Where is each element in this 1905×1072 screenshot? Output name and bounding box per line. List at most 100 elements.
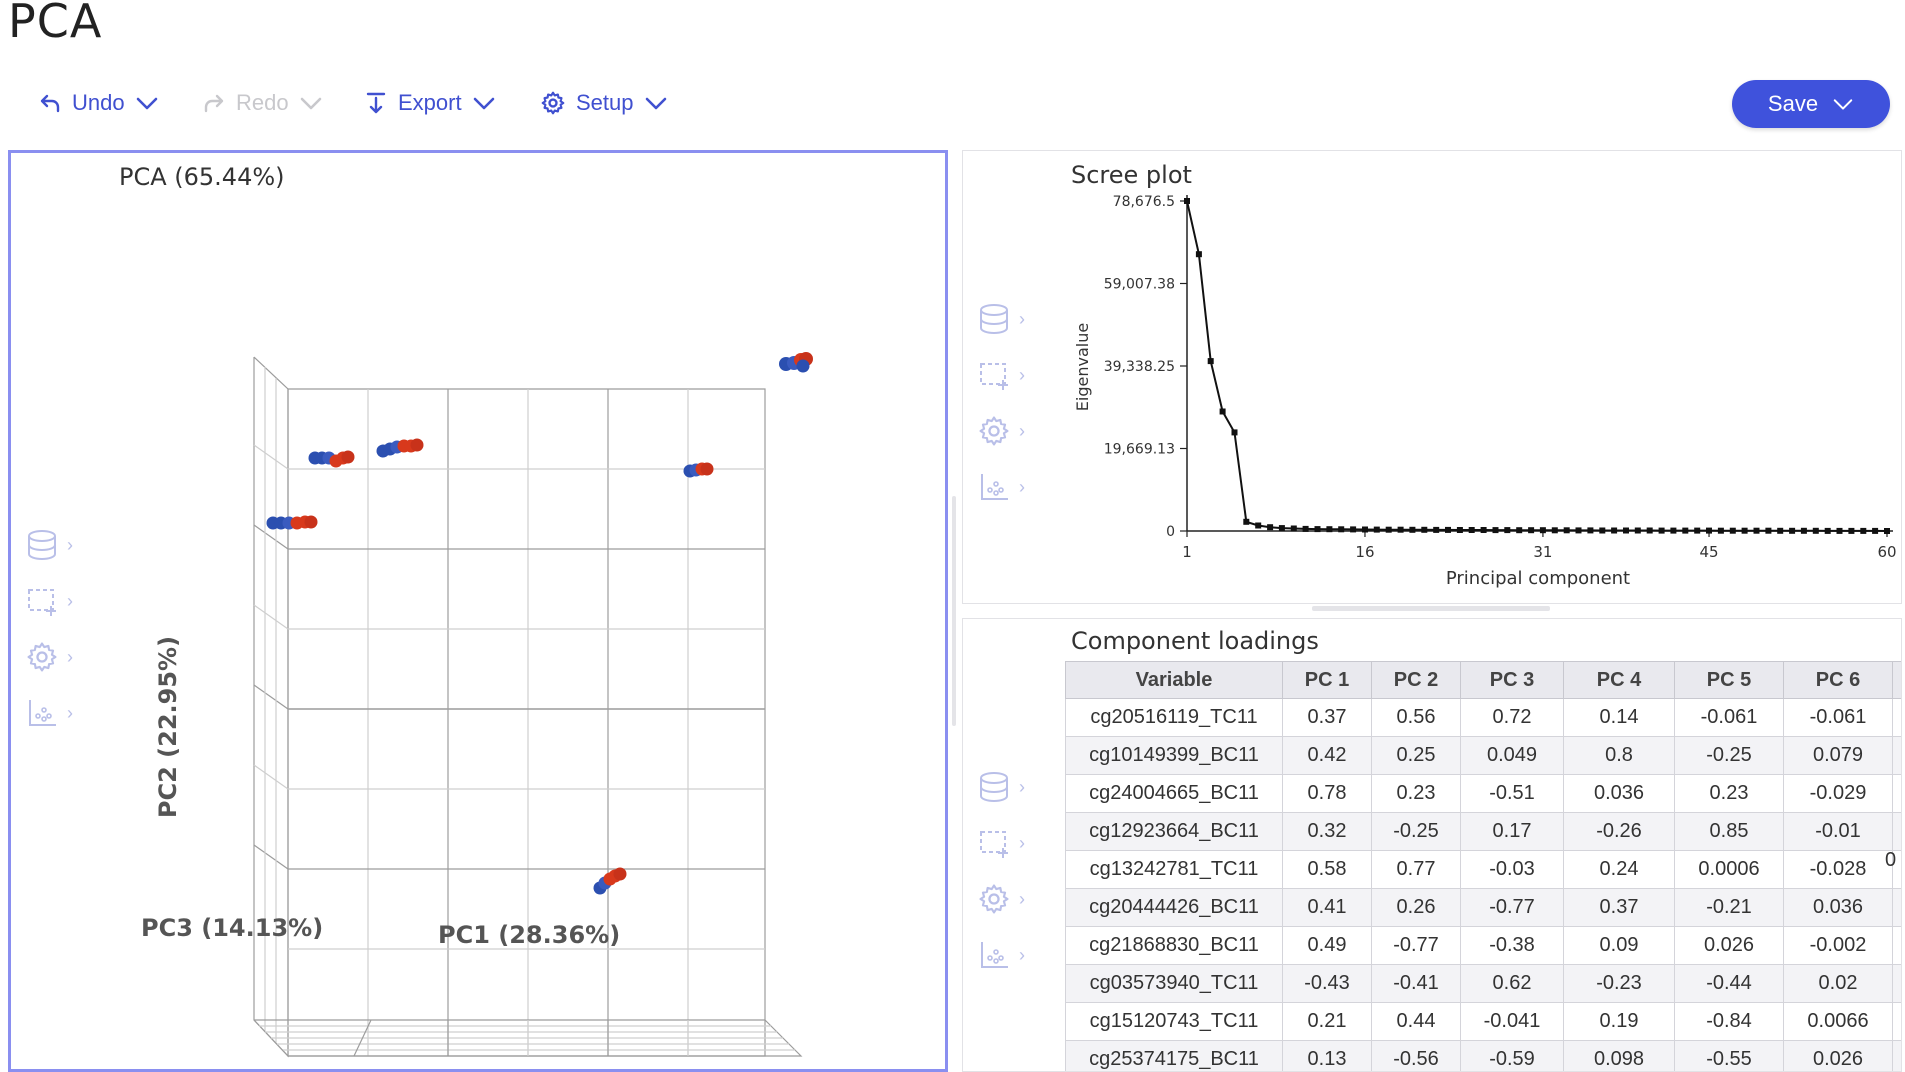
scree-point[interactable] <box>1397 526 1404 533</box>
undo-button[interactable]: Undo <box>38 86 159 120</box>
scree-point[interactable] <box>1563 527 1570 534</box>
scree-point[interactable] <box>1421 526 1428 533</box>
export-button[interactable]: Export <box>364 86 496 120</box>
scree-point[interactable] <box>1302 525 1309 532</box>
plot-type-tool[interactable]: › <box>25 685 85 741</box>
column-header[interactable]: PC 6 <box>1783 661 1893 699</box>
redo-button[interactable]: Redo <box>202 86 323 120</box>
table-row[interactable]: cg03573940_TC11 -0.43 -0.41 0.62 -0.23 -0.44 0… <box>1065 964 1901 1003</box>
table-row[interactable]: cg20516119_TC11 0.37 0.56 0.72 0.14 -0.061 -0.… <box>1065 698 1901 737</box>
table-row[interactable]: cg21868830_BC11 0.49 -0.77 -0.38 0.09 0.026 -0… <box>1065 926 1901 965</box>
scree-point[interactable] <box>1634 527 1641 534</box>
scree-point[interactable] <box>1575 527 1582 534</box>
scree-point[interactable] <box>1670 527 1677 534</box>
scree-point[interactable] <box>1587 527 1594 534</box>
scree-point[interactable] <box>1492 527 1499 534</box>
scree-point[interactable] <box>1551 527 1558 534</box>
table-row[interactable]: cg25374175_BC11 0.13 -0.56 -0.59 0.098 -0.55 0… <box>1065 1040 1901 1071</box>
selection-tool[interactable]: › <box>977 815 1037 871</box>
scree-point[interactable] <box>1646 527 1653 534</box>
scree-point[interactable] <box>1682 527 1689 534</box>
scree-point[interactable] <box>1267 524 1274 531</box>
scree-point[interactable] <box>1694 527 1701 534</box>
scree-point[interactable] <box>1231 429 1238 436</box>
scree-point[interactable] <box>1729 527 1736 534</box>
scree-point[interactable] <box>1456 527 1463 533</box>
scree-point[interactable] <box>1611 527 1618 534</box>
settings-tool[interactable]: › <box>977 871 1037 927</box>
scree-point[interactable] <box>1623 527 1629 534</box>
scree-point[interactable] <box>1836 527 1843 534</box>
settings-tool[interactable]: › <box>25 629 85 685</box>
scree-point[interactable] <box>1219 408 1226 415</box>
scree-point[interactable] <box>1884 528 1890 534</box>
scree-point[interactable] <box>1812 527 1819 534</box>
scree-point[interactable] <box>1350 526 1357 533</box>
scree-point[interactable] <box>1255 522 1262 529</box>
table-row[interactable]: cg12923664_BC11 0.32 -0.25 0.17 -0.26 0.85 -0.… <box>1065 812 1901 851</box>
scree-point[interactable] <box>1480 527 1487 533</box>
column-header[interactable]: PC 2 <box>1371 661 1461 699</box>
scree-point[interactable] <box>1872 527 1879 534</box>
column-header[interactable]: Variable <box>1065 661 1283 699</box>
scree-point[interactable] <box>1717 527 1724 534</box>
column-header[interactable]: PC 5 <box>1674 661 1784 699</box>
pca-plot-panel[interactable]: PCA (65.44%) › › › › <box>8 150 948 1072</box>
scree-point[interactable] <box>1860 527 1867 534</box>
scree-point[interactable] <box>1599 527 1606 534</box>
plot-type-tool[interactable]: › <box>977 459 1037 515</box>
scree-point[interactable] <box>1753 527 1760 534</box>
column-header[interactable]: PC 7 <box>1892 661 1901 699</box>
data-source-tool[interactable]: › <box>25 517 85 573</box>
scree-point[interactable] <box>1184 198 1190 204</box>
point[interactable] <box>341 450 355 464</box>
table-row[interactable]: cg24004665_BC11 0.78 0.23 -0.51 0.036 0.23 -0.… <box>1065 774 1901 813</box>
plot-type-tool[interactable]: › <box>977 927 1037 983</box>
data-source-tool[interactable]: › <box>977 759 1037 815</box>
column-header[interactable]: PC 1 <box>1282 661 1372 699</box>
scree-point[interactable] <box>1741 527 1748 534</box>
scree-point[interactable] <box>1195 251 1202 258</box>
pca-3d-plot[interactable]: PC1 (28.36%) PC3 (14.13%) PC2 (22.95%) <box>11 153 945 1069</box>
column-header[interactable]: PC 4 <box>1563 661 1675 699</box>
save-button[interactable]: Save <box>1732 80 1890 128</box>
scree-point[interactable] <box>1789 527 1796 534</box>
selection-tool[interactable]: › <box>25 573 85 629</box>
scree-point[interactable] <box>1278 525 1285 532</box>
point[interactable] <box>613 867 627 881</box>
scree-point[interactable] <box>1314 526 1321 533</box>
table-row[interactable]: cg10149399_BC11 0.42 0.25 0.049 0.8 -0.25 0.07… <box>1065 736 1901 775</box>
scree-point[interactable] <box>1777 527 1784 534</box>
scree-point[interactable] <box>1658 527 1665 534</box>
vertical-splitter[interactable] <box>952 496 956 726</box>
scree-point[interactable] <box>1800 527 1807 534</box>
scree-point[interactable] <box>1207 358 1214 365</box>
scree-point[interactable] <box>1290 525 1297 532</box>
scree-chart[interactable]: 78,676.5 59,007.38 39,338.25 19,669.13 0 1 16… <box>963 151 1901 603</box>
data-source-tool[interactable]: › <box>977 291 1037 347</box>
scree-point[interactable] <box>1433 526 1440 533</box>
scree-point[interactable] <box>1824 527 1831 534</box>
scree-point[interactable] <box>1243 518 1250 525</box>
selection-tool[interactable]: › <box>977 347 1037 403</box>
scree-point[interactable] <box>1706 527 1712 534</box>
scree-point[interactable] <box>1362 526 1368 533</box>
scree-point[interactable] <box>1765 527 1772 534</box>
table-row[interactable]: cg20444426_BC11 0.41 0.26 -0.77 0.37 -0.21 0.0… <box>1065 888 1901 927</box>
scree-point[interactable] <box>1338 526 1345 533</box>
scree-point[interactable] <box>1326 526 1333 533</box>
horizontal-splitter[interactable] <box>1312 606 1550 611</box>
table-row[interactable]: cg15120743_TC11 0.21 0.44 -0.041 0.19 -0.84 0.… <box>1065 1002 1901 1041</box>
point[interactable] <box>304 515 318 529</box>
scree-point[interactable] <box>1409 526 1416 533</box>
scree-point[interactable] <box>1516 527 1523 534</box>
point[interactable] <box>410 438 424 452</box>
scree-point[interactable] <box>1539 527 1546 534</box>
scree-plot-panel[interactable]: Scree plot › › › › 78,676.5 59,007.38 39,3… <box>962 150 1902 604</box>
point[interactable] <box>700 462 714 476</box>
point[interactable] <box>796 359 810 373</box>
scree-point[interactable] <box>1445 526 1451 533</box>
scree-point[interactable] <box>1504 527 1511 534</box>
scree-point[interactable] <box>1848 527 1855 534</box>
